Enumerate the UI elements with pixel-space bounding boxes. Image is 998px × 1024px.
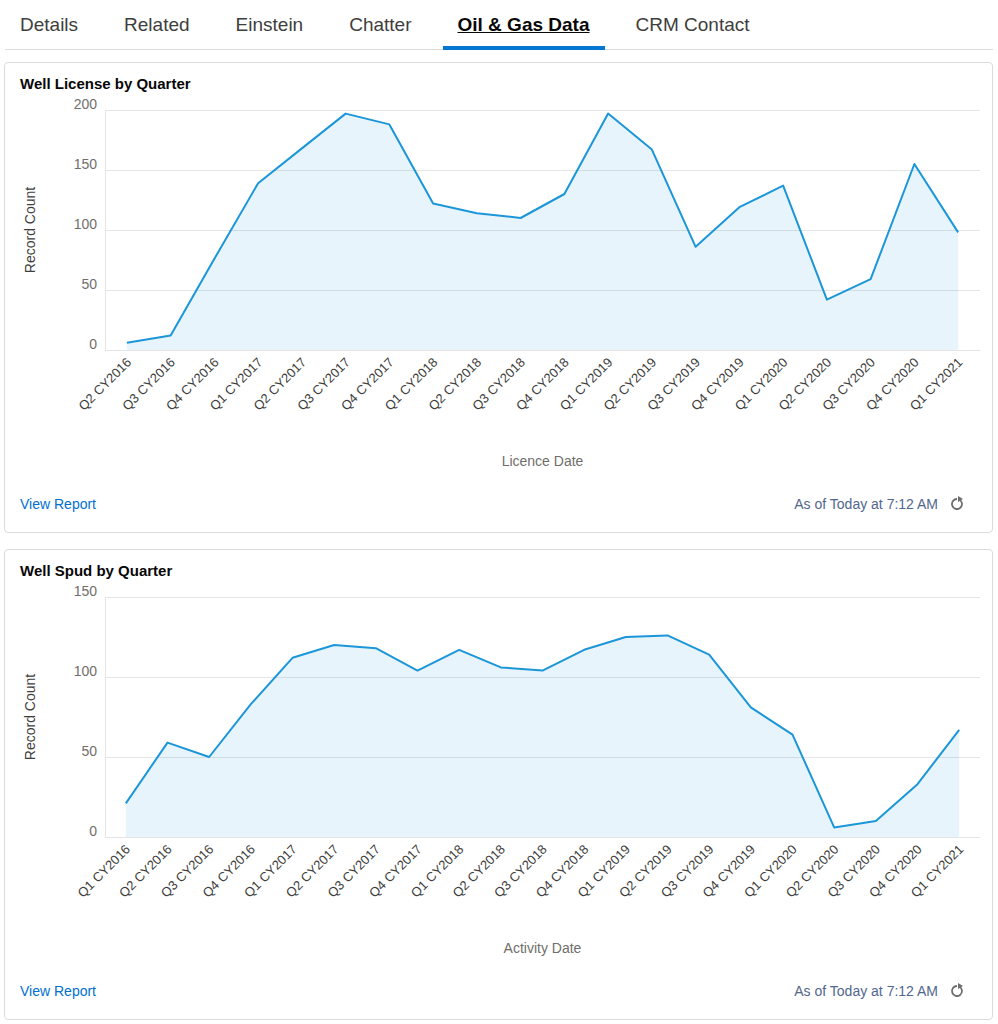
y-tick-label: 50 — [81, 743, 97, 759]
active-tab-indicator — [443, 46, 605, 50]
line — [126, 635, 959, 827]
chart-card: Well License by Quarter 0 50 100 150 200 Q2 CY… — [4, 62, 993, 533]
tab[interactable]: Related — [109, 0, 205, 49]
timestamp: As of Today at 7:12 AM — [794, 983, 938, 999]
line — [127, 114, 958, 343]
view-report-link[interactable]: View Report — [20, 496, 96, 512]
x-tick: Q1 CY2021 — [908, 837, 967, 900]
y-axis-title: Record Count — [22, 674, 38, 760]
y-tick-label: 100 — [74, 216, 98, 232]
tab[interactable]: CRM Contact — [621, 0, 765, 49]
refresh-icon[interactable] — [952, 499, 962, 509]
tab-label[interactable]: Chatter — [349, 14, 411, 35]
grid-line — [105, 837, 980, 838]
x-axis-line — [106, 837, 981, 838]
x-tick-label: Q1 CY2021 — [908, 842, 967, 901]
y-tick-label: 150 — [74, 156, 98, 172]
y-tick-label: 100 — [74, 663, 98, 679]
y-tick-label: 0 — [89, 823, 97, 839]
x-axis-title: Licence Date — [502, 453, 584, 469]
x-axis-title: Activity Date — [504, 940, 582, 956]
tab-label[interactable]: CRM Contact — [636, 14, 750, 35]
plot-area — [126, 635, 959, 837]
y-axis: 0 50 100 150 200 — [74, 96, 980, 352]
plot-area — [127, 114, 958, 350]
refresh-arrow[interactable] — [958, 983, 963, 989]
tab-label[interactable]: Related — [124, 14, 190, 35]
x-axis-line — [106, 350, 981, 351]
x-tick-label: Q1 CY2021 — [907, 355, 966, 414]
tab[interactable]: Oil & Gas Data — [443, 0, 605, 49]
y-axis-line — [105, 598, 106, 838]
y-tick: 200 — [74, 96, 980, 112]
refresh-button[interactable] — [952, 496, 963, 509]
grid-line — [105, 350, 980, 351]
area — [127, 114, 958, 350]
y-tick-label: 200 — [74, 96, 98, 112]
tab-label[interactable]: Details — [20, 14, 78, 35]
grid-line — [105, 110, 980, 111]
y-tick: 150 — [74, 156, 980, 172]
chart-card: Well Spud by Quarter 0 50 100 150 Q1 CY2016Q2… — [4, 549, 993, 1020]
chart: Well License by Quarter 0 50 100 150 200 Q2 CY… — [5, 63, 992, 532]
tab[interactable]: Details — [5, 0, 93, 49]
area — [126, 635, 959, 837]
y-axis-title: Record Count — [22, 187, 38, 273]
x-axis: Q1 CY2016Q2 CY2016Q3 CY2016Q4 CY2016Q1 C… — [74, 837, 980, 900]
tab-label[interactable]: Oil & Gas Data — [458, 14, 590, 35]
y-tick-label: 150 — [74, 583, 98, 599]
y-axis: 0 50 100 150 — [74, 583, 980, 839]
tab-label[interactable]: Einstein — [236, 14, 304, 35]
view-report-link[interactable]: View Report — [20, 983, 96, 999]
x-axis: Q2 CY2016Q3 CY2016Q4 CY2016Q1 CY2017Q2 C… — [75, 350, 980, 413]
y-tick-label: 50 — [81, 276, 97, 292]
x-tick: Q1 CY2021 — [907, 350, 966, 413]
grid-line — [105, 597, 980, 598]
y-tick-label: 0 — [89, 336, 97, 352]
chart-title: Well License by Quarter — [20, 75, 191, 92]
chart-title: Well Spud by Quarter — [20, 562, 172, 579]
chart: Well Spud by Quarter 0 50 100 150 Q1 CY2016Q2… — [5, 550, 992, 1019]
tab[interactable]: Einstein — [221, 0, 319, 49]
tab-bar: Details Related Einstein Chatter Oil & Gas D… — [5, 0, 993, 50]
refresh-arrow[interactable] — [958, 496, 963, 502]
grid-line — [105, 170, 980, 171]
y-tick: 150 — [74, 583, 980, 599]
refresh-button[interactable] — [952, 983, 963, 996]
refresh-icon[interactable] — [952, 986, 962, 996]
timestamp: As of Today at 7:12 AM — [794, 496, 938, 512]
tab[interactable]: Chatter — [334, 0, 426, 49]
